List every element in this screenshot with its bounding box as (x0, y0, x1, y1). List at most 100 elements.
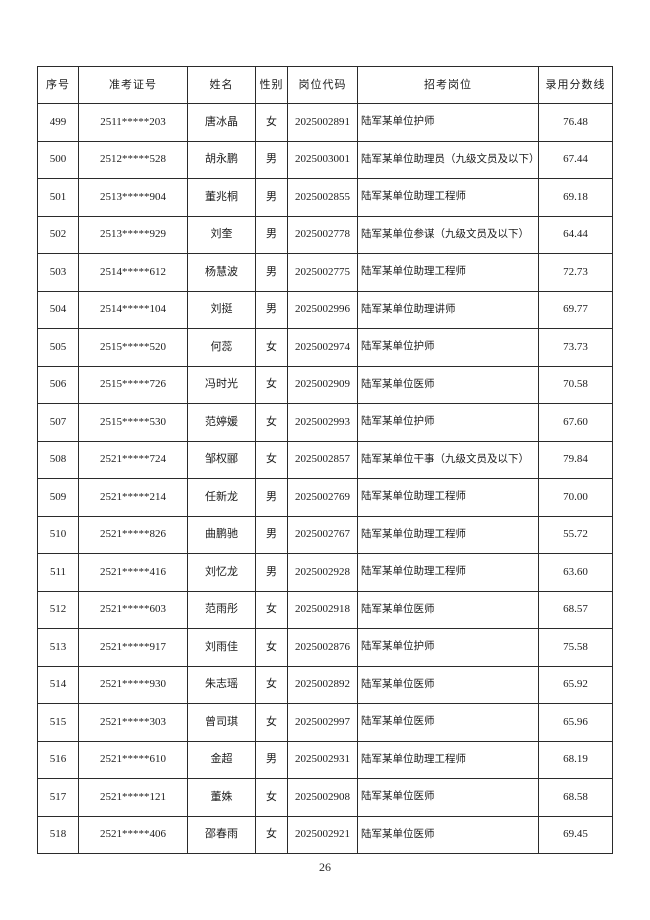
cell-position: 陆军某单位医师 (357, 665, 539, 704)
header-code: 岗位代码 (287, 66, 358, 104)
cell-ticket: 2513*****904 (78, 178, 188, 217)
cell-gender: 男 (255, 253, 288, 292)
cell-code: 2025002928 (287, 553, 358, 592)
cell-ticket: 2521*****416 (78, 553, 188, 592)
cell-code: 2025002857 (287, 440, 358, 479)
cell-score: 67.60 (538, 403, 613, 442)
cell-serial: 505 (37, 328, 79, 367)
cell-position: 陆军某单位医师 (357, 590, 539, 629)
table-row: 499 2511*****203 唐冰晶女 2025002891 陆军某单位护师 76.4… (37, 103, 613, 142)
cell-ticket: 2521*****121 (78, 778, 188, 817)
header-position: 招考岗位 (357, 66, 539, 104)
cell-serial: 507 (37, 403, 79, 442)
cell-name: 唐冰晶 (187, 103, 256, 142)
cell-code: 2025002996 (287, 290, 358, 329)
cell-name: 杨慧波 (187, 253, 256, 292)
cell-name: 曾司琪 (187, 703, 256, 742)
cell-name: 范雨彤 (187, 590, 256, 629)
cell-gender: 男 (255, 478, 288, 517)
cell-position: 陆军某单位助理讲师 (357, 290, 539, 329)
cell-serial: 516 (37, 740, 79, 779)
cell-ticket: 2521*****610 (78, 740, 188, 779)
cell-position: 陆军某单位医师 (357, 365, 539, 404)
table-row: 515 2521*****303 曾司琪女 2025002997 陆军某单位医师 65.9… (37, 703, 613, 742)
cell-name: 曲鹏驰 (187, 515, 256, 554)
cell-code: 2025002997 (287, 703, 358, 742)
cell-score: 70.00 (538, 478, 613, 517)
table-row: 509 2521*****214 任新龙男 2025002769 陆军某单位助理工程师 7… (37, 478, 613, 517)
table-row: 506 2515*****726 冯时光女 2025002909 陆军某单位医师 70.5… (37, 365, 613, 404)
cell-serial: 506 (37, 365, 79, 404)
cell-gender: 女 (255, 628, 288, 667)
cell-name: 任新龙 (187, 478, 256, 517)
cell-code: 2025002892 (287, 665, 358, 704)
cell-position: 陆军某单位护师 (357, 628, 539, 667)
cell-name: 胡永鹏 (187, 140, 256, 179)
table-row: 501 2513*****904 董兆桐男 2025002855 陆军某单位助理工程师 6… (37, 178, 613, 217)
cell-position: 陆军某单位参谋（九级文员及以下） (357, 215, 539, 254)
cell-score: 68.58 (538, 778, 613, 817)
cell-position: 陆军某单位助理员（九级文员及以下） (357, 140, 539, 179)
cell-ticket: 2521*****603 (78, 590, 188, 629)
cell-serial: 511 (37, 553, 79, 592)
cell-score: 65.92 (538, 665, 613, 704)
cell-gender: 男 (255, 140, 288, 179)
cell-name: 金超 (187, 740, 256, 779)
cell-score: 69.45 (538, 815, 613, 854)
cell-name: 何蕊 (187, 328, 256, 367)
page-number: 26 (319, 860, 331, 874)
cell-ticket: 2521*****214 (78, 478, 188, 517)
cell-serial: 509 (37, 478, 79, 517)
table-row: 500 2512*****528 胡永鹏男 2025003001 陆军某单位助理员（九级… (37, 140, 613, 179)
cell-gender: 女 (255, 778, 288, 817)
cell-score: 76.48 (538, 103, 613, 142)
cell-serial: 508 (37, 440, 79, 479)
cell-name: 邵春雨 (187, 815, 256, 854)
table-row: 513 2521*****917 刘雨佳女 2025002876 陆军某单位护师 75.5… (37, 628, 613, 667)
cell-gender: 女 (255, 440, 288, 479)
cell-code: 2025002909 (287, 365, 358, 404)
cell-gender: 男 (255, 215, 288, 254)
cell-serial: 517 (37, 778, 79, 817)
header-score: 录用分数线 (538, 66, 613, 104)
cell-position: 陆军某单位护师 (357, 328, 539, 367)
cell-ticket: 2521*****724 (78, 440, 188, 479)
cell-code: 2025002891 (287, 103, 358, 142)
cell-code: 2025002993 (287, 403, 358, 442)
cell-code: 2025002778 (287, 215, 358, 254)
cell-name: 邹权郦 (187, 440, 256, 479)
cell-gender: 女 (255, 590, 288, 629)
table-row: 502 2513*****929 刘奎男 2025002778 陆军某单位参谋（九级文员… (37, 215, 613, 254)
cell-score: 68.57 (538, 590, 613, 629)
cell-code: 2025002775 (287, 253, 358, 292)
cell-ticket: 2515*****530 (78, 403, 188, 442)
cell-gender: 女 (255, 403, 288, 442)
cell-name: 冯时光 (187, 365, 256, 404)
table-row: 505 2515*****520 何蕊女 2025002974 陆军某单位护师 73.73 (37, 328, 613, 367)
cell-name: 刘雨佳 (187, 628, 256, 667)
cell-name: 董兆桐 (187, 178, 256, 217)
cell-serial: 513 (37, 628, 79, 667)
cell-score: 73.73 (538, 328, 613, 367)
table-body: 499 2511*****203 唐冰晶女 2025002891 陆军某单位护师 76.4… (37, 103, 613, 854)
table-row: 507 2515*****530 范婷媛女 2025002993 陆军某单位护师 67.6… (37, 403, 613, 442)
table-row: 518 2521*****406 邵春雨女 2025002921 陆军某单位医师 69.4… (37, 815, 613, 854)
table-row: 503 2514*****612 杨慧波男 2025002775 陆军某单位助理工程师 7… (37, 253, 613, 292)
cell-code: 2025002921 (287, 815, 358, 854)
header-name: 姓名 (187, 66, 256, 104)
cell-gender: 女 (255, 103, 288, 142)
cell-serial: 502 (37, 215, 79, 254)
cell-score: 69.77 (538, 290, 613, 329)
header-gender: 性别 (255, 66, 288, 104)
cell-score: 68.19 (538, 740, 613, 779)
cell-gender: 男 (255, 178, 288, 217)
cell-name: 董姝 (187, 778, 256, 817)
table-row: 516 2521*****610 金超男 2025002931 陆军某单位助理工程师 68… (37, 740, 613, 779)
cell-score: 72.73 (538, 253, 613, 292)
cell-code: 2025002767 (287, 515, 358, 554)
cell-ticket: 2514*****612 (78, 253, 188, 292)
cell-serial: 499 (37, 103, 79, 142)
cell-code: 2025002918 (287, 590, 358, 629)
cell-ticket: 2511*****203 (78, 103, 188, 142)
cell-score: 75.58 (538, 628, 613, 667)
